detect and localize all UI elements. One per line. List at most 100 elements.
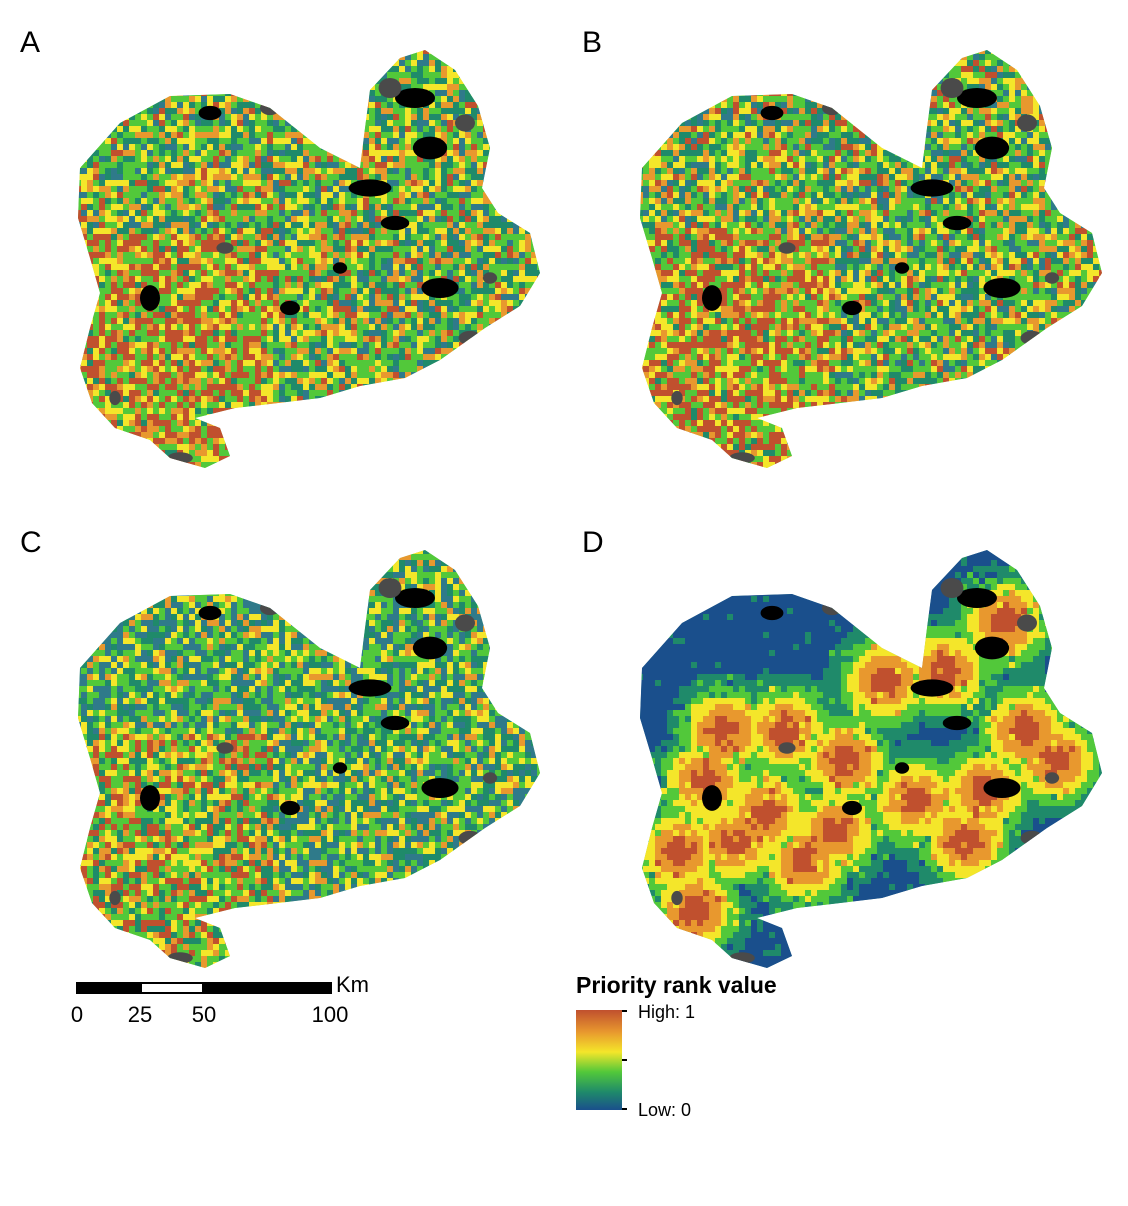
scale-tick-25: 25 (128, 1002, 152, 1028)
priority-map-d (640, 550, 1102, 968)
scale-segment-3 (204, 982, 332, 994)
excluded-area-patch (412, 136, 448, 160)
scale-segment-2 (140, 982, 204, 994)
protected-area-patch (260, 100, 280, 116)
scale-segment-1 (76, 982, 140, 994)
raster-cells (640, 550, 1102, 968)
raster-cells (78, 50, 540, 468)
protected-area-patch (109, 890, 121, 906)
protected-area-patch (260, 600, 280, 616)
excluded-area-patch (702, 785, 722, 811)
map-panel-c: C (20, 528, 540, 988)
protected-area-patch (378, 578, 402, 598)
protected-area-patch (671, 390, 683, 406)
excluded-area-patch (702, 285, 722, 311)
excluded-area-patch (198, 105, 222, 121)
panel-label-b: B (582, 28, 602, 58)
legend-color-ramp (576, 1010, 622, 1110)
protected-area-patch (167, 952, 193, 964)
protected-area-patch (109, 390, 121, 406)
excluded-area-patch (412, 636, 448, 660)
protected-area-patch (1020, 830, 1044, 846)
excluded-area-patch (421, 278, 459, 298)
excluded-area-patch (894, 762, 910, 774)
excluded-area-patch (910, 679, 954, 697)
excluded-area-patch (140, 785, 160, 811)
scale-tick-100: 100 (312, 1002, 349, 1028)
map-panel-a: A (20, 28, 540, 488)
protected-area-patch (822, 100, 842, 116)
protected-area-patch (940, 78, 964, 98)
excluded-area-patch (957, 88, 997, 108)
legend-title: Priority rank value (576, 972, 777, 999)
panel-label-a: A (20, 28, 40, 58)
excluded-area-patch (395, 588, 435, 608)
scale-unit-label: Km (336, 972, 369, 998)
protected-area-patch (729, 952, 755, 964)
excluded-area-patch (198, 605, 222, 621)
protected-area-patch (455, 114, 475, 132)
excluded-area-patch (760, 105, 784, 121)
excluded-area-patch (280, 300, 300, 316)
excluded-area-patch (395, 88, 435, 108)
protected-area-patch (216, 242, 234, 254)
excluded-area-patch (348, 679, 392, 697)
excluded-area-patch (140, 285, 160, 311)
excluded-area-patch (983, 278, 1021, 298)
panel-label-d: D (582, 528, 604, 558)
map-panel-b: B (582, 28, 1102, 488)
priority-map-a (78, 50, 540, 468)
priority-map-c (78, 550, 540, 968)
excluded-area-patch (942, 715, 972, 731)
protected-area-patch (1044, 772, 1060, 784)
legend-low-tick (622, 1108, 627, 1110)
protected-area-patch (1017, 114, 1037, 132)
protected-area-patch (822, 600, 842, 616)
excluded-area-patch (842, 300, 862, 316)
protected-area-patch (778, 742, 796, 754)
excluded-area-patch (957, 588, 997, 608)
excluded-area-patch (910, 179, 954, 197)
raster-cells (640, 50, 1102, 468)
excluded-area-patch (332, 262, 348, 274)
protected-area-patch (1017, 614, 1037, 632)
legend-high-label: High: 1 (638, 1002, 695, 1023)
excluded-area-patch (280, 800, 300, 816)
protected-area-patch (458, 830, 482, 846)
protected-area-patch (482, 272, 498, 284)
excluded-area-patch (421, 778, 459, 798)
protected-area-patch (671, 890, 683, 906)
excluded-area-patch (332, 762, 348, 774)
map-panel-d: D (582, 528, 1102, 988)
legend-low-label: Low: 0 (638, 1100, 691, 1121)
protected-area-patch (482, 772, 498, 784)
protected-area-patch (378, 78, 402, 98)
legend: Priority rank value High: 1 Low: 0 (576, 972, 836, 1132)
excluded-area-patch (942, 215, 972, 231)
excluded-area-patch (348, 179, 392, 197)
excluded-area-patch (974, 636, 1010, 660)
scale-tick-50: 50 (192, 1002, 216, 1028)
legend-high-tick (622, 1010, 627, 1012)
scale-tick-0: 0 (71, 1002, 83, 1028)
protected-area-patch (1020, 330, 1044, 346)
raster-cells (78, 550, 540, 968)
protected-area-patch (1044, 272, 1060, 284)
legend-mid-tick (622, 1059, 627, 1061)
excluded-area-patch (974, 136, 1010, 160)
panel-label-c: C (20, 528, 42, 558)
excluded-area-patch (760, 605, 784, 621)
excluded-area-patch (983, 778, 1021, 798)
protected-area-patch (216, 742, 234, 754)
protected-area-patch (167, 452, 193, 464)
protected-area-patch (455, 614, 475, 632)
protected-area-patch (729, 452, 755, 464)
excluded-area-patch (842, 800, 862, 816)
scale-bar: Km 0 25 50 100 (68, 972, 388, 1032)
priority-map-b (640, 50, 1102, 468)
protected-area-patch (458, 330, 482, 346)
protected-area-patch (778, 242, 796, 254)
excluded-area-patch (380, 715, 410, 731)
excluded-area-patch (380, 215, 410, 231)
excluded-area-patch (894, 262, 910, 274)
